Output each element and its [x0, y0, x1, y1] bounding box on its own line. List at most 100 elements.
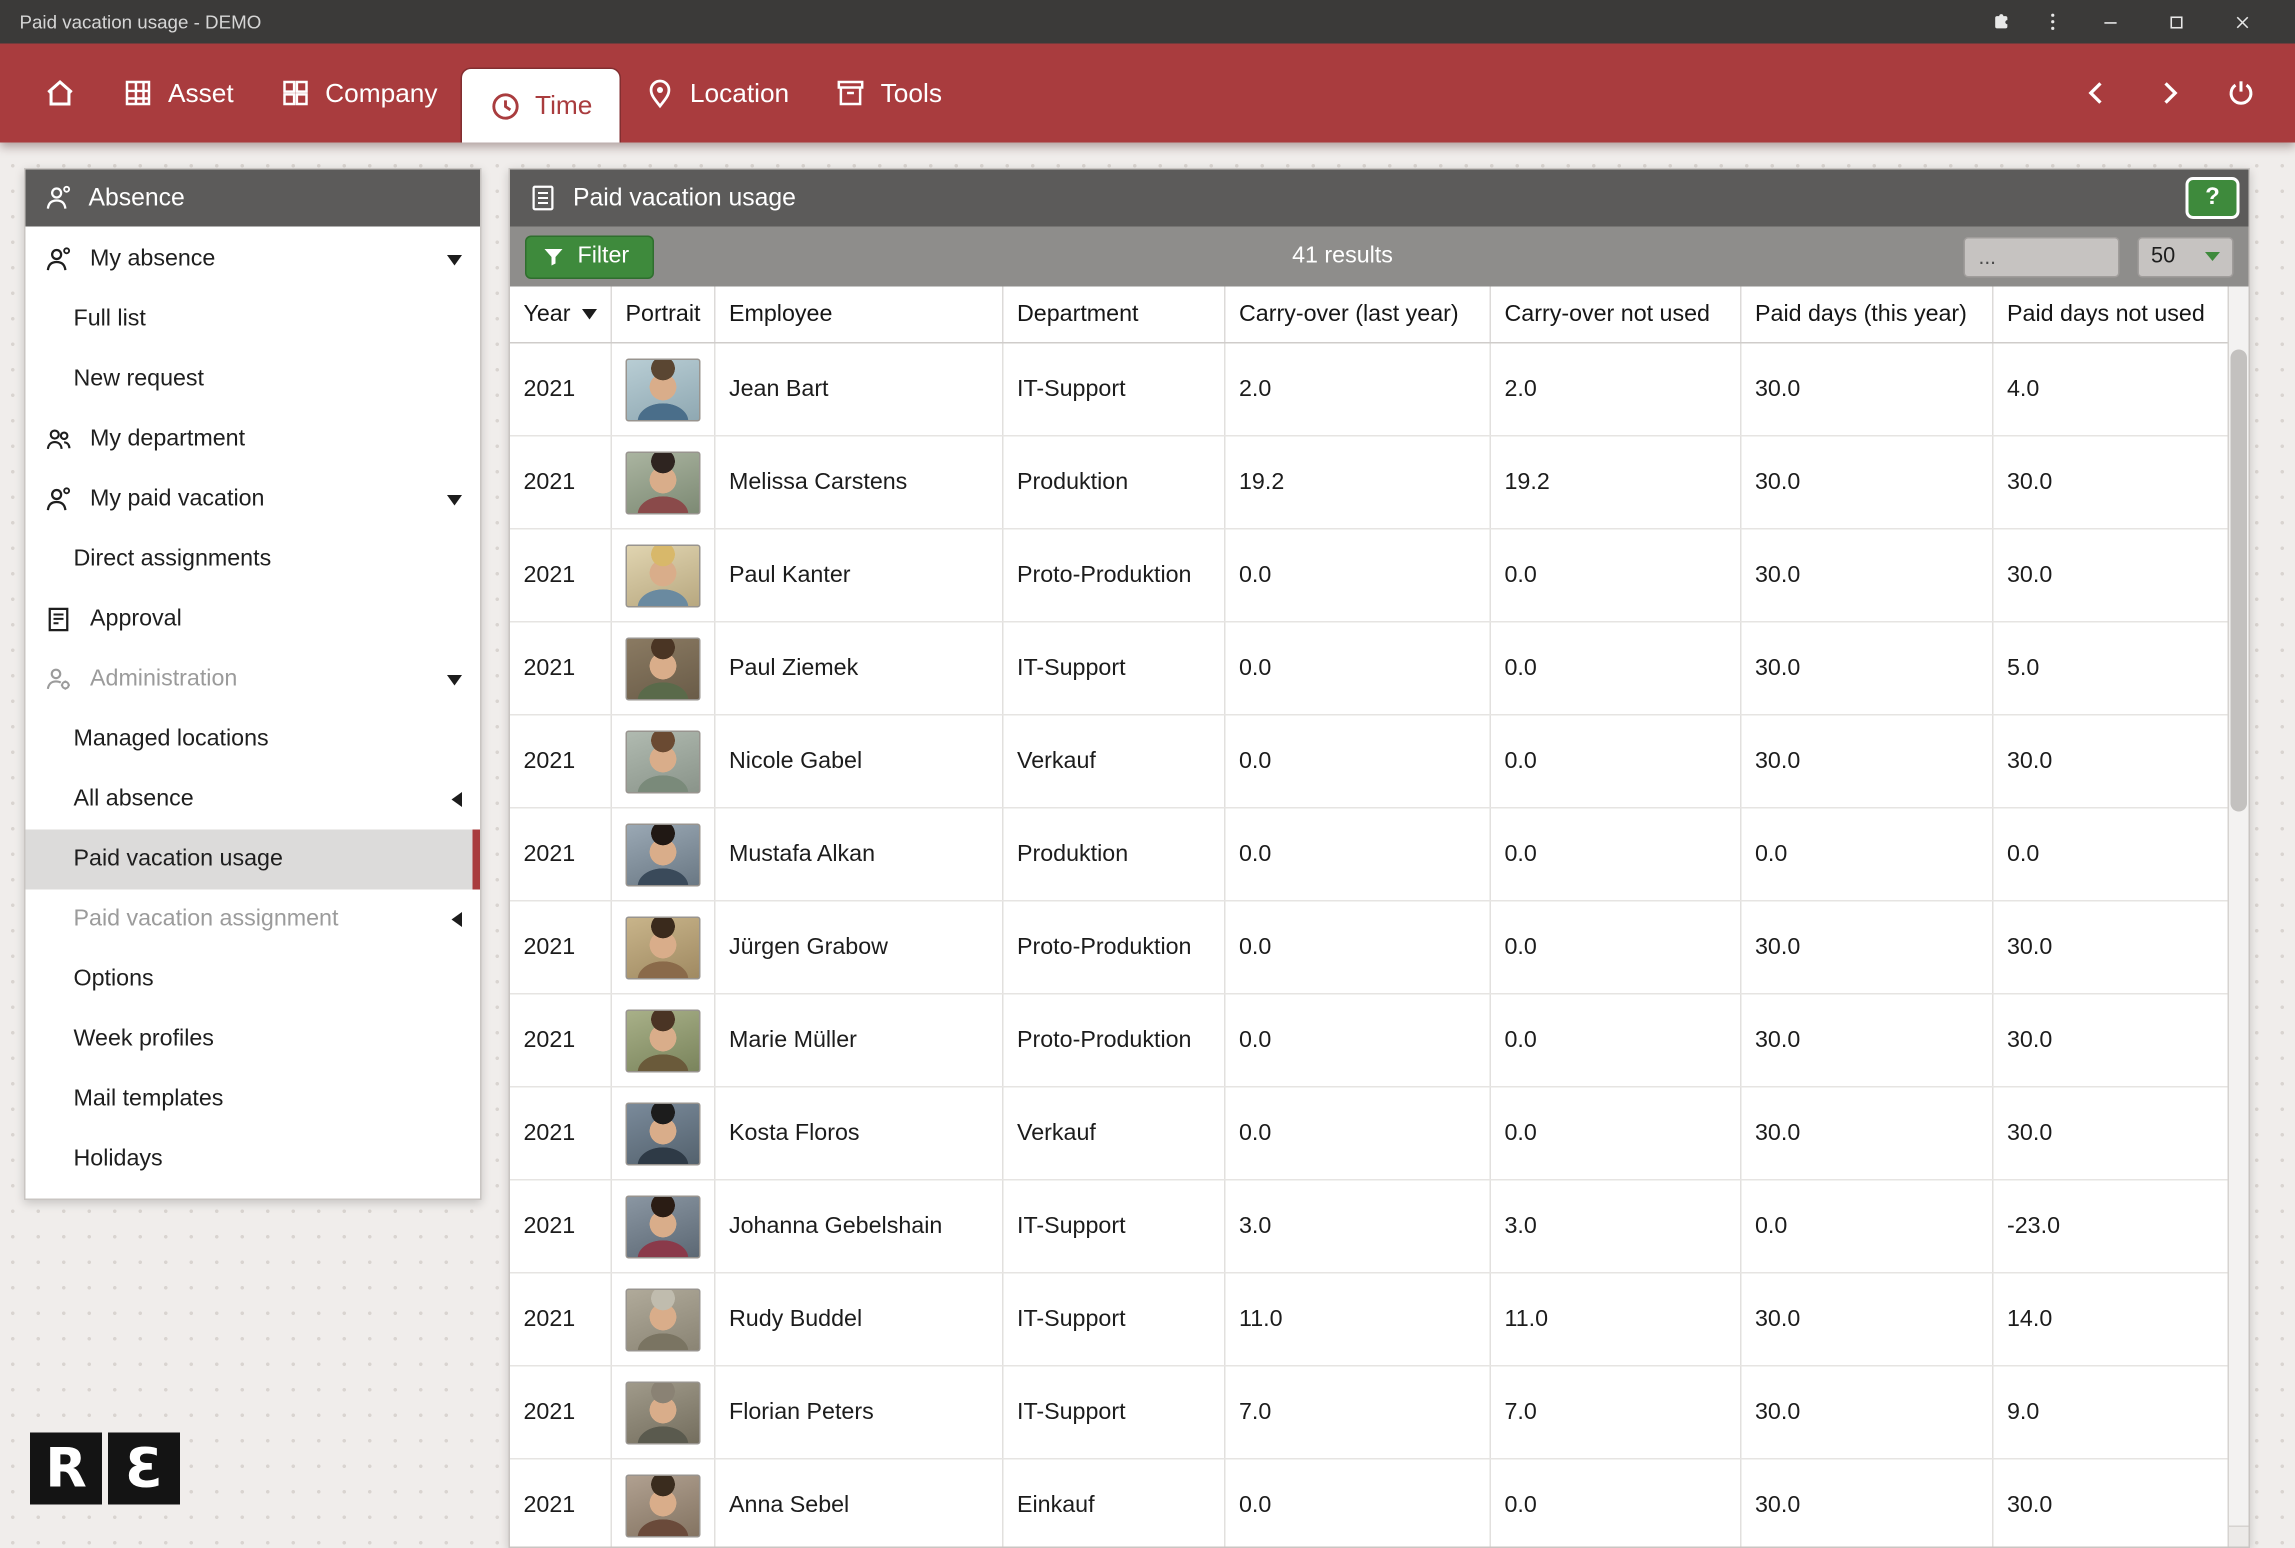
filter-button[interactable]: Filter — [525, 234, 655, 279]
document-icon — [528, 183, 558, 213]
cell-carry-over-not-used: 0.0 — [1491, 715, 1742, 807]
scrollbar-thumb[interactable] — [2230, 349, 2247, 812]
table-row[interactable]: 2021 Johanna Gebelshain IT-Support 3.0 3.0 0.… — [510, 1180, 2228, 1274]
sidebar-title: Absence — [88, 183, 185, 211]
menu-dots-icon[interactable] — [2027, 0, 2078, 44]
table-row[interactable]: 2021 Florian Peters IT-Support 7.0 7.0 30.0 9.… — [510, 1366, 2228, 1460]
maximize-button[interactable] — [2144, 0, 2210, 44]
column-year[interactable]: Year — [510, 286, 612, 342]
sidebar-item-label: Managed locations — [73, 726, 269, 752]
column-carry-over-last-year[interactable]: Carry-over (last year) — [1226, 286, 1491, 342]
cell-paid-days-not-used: 0.0 — [2007, 840, 2040, 867]
sidebar-item-mail-templates[interactable]: Mail templates — [26, 1070, 481, 1130]
sidebar-item-label: Holidays — [73, 1146, 163, 1172]
extensions-icon[interactable] — [1976, 0, 2027, 44]
cell-employee: Jean Bart — [716, 343, 1004, 435]
table-toolbar: Filter 41 results ... 50 — [510, 226, 2249, 287]
column-portrait[interactable]: Portrait — [612, 286, 716, 342]
pin-icon — [643, 77, 676, 110]
nav-tab-company[interactable]: Company — [256, 44, 460, 143]
table-row[interactable]: 2021 Jean Bart IT-Support 2.0 2.0 30.0 4.0 — [510, 343, 2228, 437]
cell-paid-days-this-year: 30.0 — [1742, 994, 1994, 1086]
nav-tab-asset[interactable]: Asset — [99, 44, 256, 143]
back-button[interactable] — [2073, 68, 2121, 119]
employee-portrait — [625, 543, 701, 607]
sidebar-item-my-paid-vacation[interactable]: My paid vacation — [26, 470, 481, 530]
sidebar-item-new-request[interactable]: New request — [26, 350, 481, 410]
cell-paid-days-this-year: 0.0 — [1742, 808, 1994, 900]
table-row[interactable]: 2021 Marie Müller Proto-Produktion 0.0 0.0 30… — [510, 994, 2228, 1088]
column-department[interactable]: Department — [1004, 286, 1226, 342]
column-employee[interactable]: Employee — [716, 286, 1004, 342]
cell-paid-days-not-used: 30.0 — [2007, 1491, 2053, 1518]
cell-portrait — [612, 343, 716, 435]
table-row[interactable]: 2021 Jürgen Grabow Proto-Produktion 0.0 0.0 3… — [510, 901, 2228, 995]
sidebar-panel: Absence My absence Full list New request My… — [24, 168, 482, 1200]
results-count: 41 results — [1292, 243, 1393, 269]
sidebar-item-options[interactable]: Options — [26, 950, 481, 1010]
table-row[interactable]: 2021 Paul Ziemek IT-Support 0.0 0.0 30.0 5.0 — [510, 622, 2228, 716]
nav-tab-home[interactable] — [21, 44, 99, 143]
table-row[interactable]: 2021 Nicole Gabel Verkauf 0.0 0.0 30.0 30.0 — [510, 715, 2228, 809]
power-button[interactable] — [2217, 68, 2265, 119]
cell-department: IT-Support — [1004, 1273, 1226, 1365]
nav-items: Asset Company Time Location Tools — [21, 44, 964, 143]
cell-employee: Mustafa Alkan — [716, 808, 1004, 900]
cell-year: 2021 — [510, 901, 612, 993]
nav-tab-tools[interactable]: Tools — [812, 44, 965, 143]
column-paid-days-not-used[interactable]: Paid days not used — [2007, 300, 2205, 327]
table-row[interactable]: 2021 Paul Kanter Proto-Produktion 0.0 0.0 30.… — [510, 529, 2228, 623]
help-button[interactable]: ? — [2185, 177, 2240, 219]
cell-portrait — [612, 1180, 716, 1272]
sidebar-item-my-absence[interactable]: My absence — [26, 230, 481, 290]
cell-employee: Johanna Gebelshain — [716, 1180, 1004, 1272]
sidebar-item-label: My paid vacation — [90, 486, 265, 512]
sidebar-item-holidays[interactable]: Holidays — [26, 1130, 481, 1190]
cell-paid-days-this-year: 30.0 — [1742, 715, 1994, 807]
nav-tab-time[interactable]: Time — [460, 67, 621, 143]
nav-tab-location[interactable]: Location — [621, 44, 812, 143]
cell-department: IT-Support — [1004, 1180, 1226, 1272]
cell-carry-over-not-used: 0.0 — [1491, 808, 1742, 900]
cell-portrait — [612, 1087, 716, 1179]
sidebar-item-label: Direct assignments — [73, 546, 272, 572]
sidebar-item-approval[interactable]: Approval — [26, 590, 481, 650]
close-button[interactable] — [2210, 0, 2276, 44]
sidebar-item-direct-assignments[interactable]: Direct assignments — [26, 530, 481, 590]
cell-portrait — [612, 622, 716, 714]
column-carry-over-not-used[interactable]: Carry-over not used — [1491, 286, 1742, 342]
cell-carry-over-last-year: 7.0 — [1226, 1366, 1491, 1458]
table-row[interactable]: 2021 Melissa Carstens Produktion 19.2 19.2 30… — [510, 436, 2228, 530]
sidebar-item-managed-locations[interactable]: Managed locations — [26, 710, 481, 770]
page-jump-input[interactable]: ... — [1963, 236, 2120, 277]
sidebar-item-label: Paid vacation usage — [73, 846, 283, 872]
employee-portrait — [625, 1473, 701, 1537]
sidebar-items: My absence Full list New request My departm… — [25, 227, 481, 1199]
table-row[interactable]: 2021 Anna Sebel Einkauf 0.0 0.0 30.0 30.0 — [510, 1459, 2228, 1547]
forward-button[interactable] — [2145, 68, 2193, 119]
minimize-button[interactable] — [2078, 0, 2144, 44]
cell-carry-over-not-used: 19.2 — [1491, 436, 1742, 528]
table-row[interactable]: 2021 Rudy Buddel IT-Support 11.0 11.0 30.0 14.… — [510, 1273, 2228, 1367]
person-gear-icon — [44, 665, 80, 695]
cell-carry-over-last-year: 19.2 — [1226, 436, 1491, 528]
table-row[interactable]: 2021 Kosta Floros Verkauf 0.0 0.0 30.0 30.0 — [510, 1087, 2228, 1181]
cell-employee: Jürgen Grabow — [716, 901, 1004, 993]
vertical-scrollbar[interactable] — [2227, 286, 2249, 1526]
sidebar-item-my-department[interactable]: My department — [26, 410, 481, 470]
sidebar-item-paid-vacation-assignment[interactable]: Paid vacation assignment — [26, 890, 481, 950]
page-size-select[interactable]: 50 — [2137, 236, 2234, 277]
cell-year: 2021 — [510, 622, 612, 714]
sidebar-item-full-list[interactable]: Full list — [26, 290, 481, 350]
logo-letter-r: R — [30, 1432, 102, 1505]
cell-paid-days-not-used: 30.0 — [2007, 1026, 2053, 1053]
sidebar-item-week-profiles[interactable]: Week profiles — [26, 1010, 481, 1070]
cell-portrait — [612, 1273, 716, 1365]
cell-year: 2021 — [510, 1180, 612, 1272]
sidebar-item-all-absence[interactable]: All absence — [26, 770, 481, 830]
column-paid-days-this-year[interactable]: Paid days (this year) — [1742, 286, 1994, 342]
table-row[interactable]: 2021 Mustafa Alkan Produktion 0.0 0.0 0.0 0.0 — [510, 808, 2228, 902]
employee-portrait — [625, 450, 701, 514]
sidebar-item-paid-vacation-usage[interactable]: Paid vacation usage — [25, 829, 480, 890]
sidebar-item-administration[interactable]: Administration — [26, 650, 481, 710]
